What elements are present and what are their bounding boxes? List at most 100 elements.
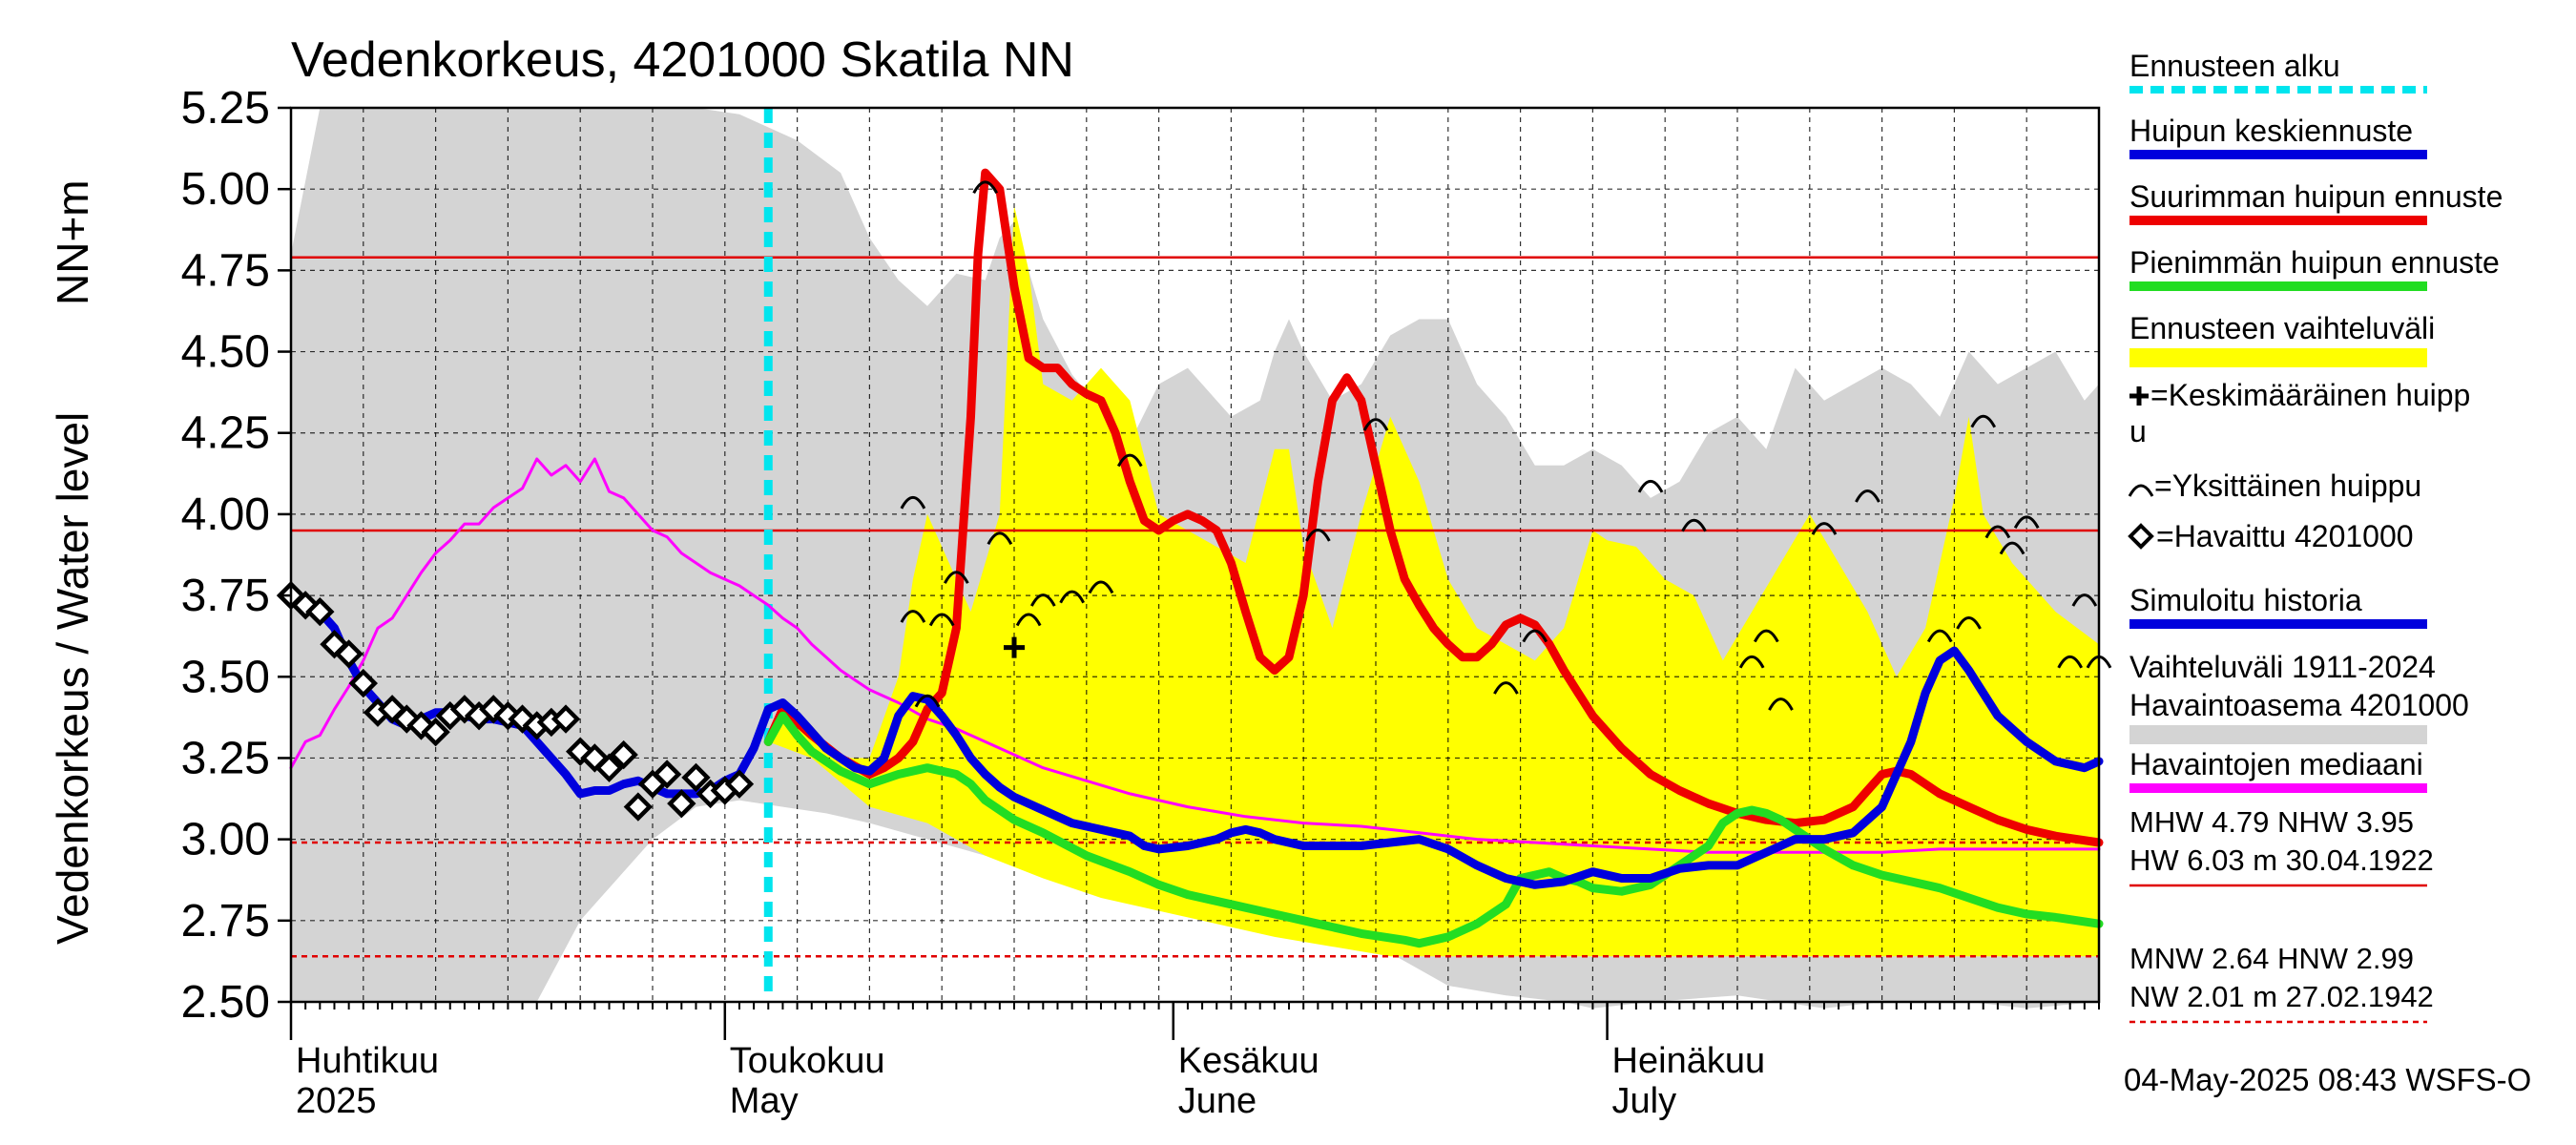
- month-label-fi: Huhtikuu: [296, 1041, 439, 1081]
- y-tick-label: 2.75: [181, 896, 270, 947]
- legend-arch-icon: [2128, 484, 2154, 497]
- stats-line: MHW 4.79 NHW 3.95: [2129, 805, 2414, 839]
- single-peak-marker: [1362, 418, 1389, 431]
- y-tick-label: 5.25: [181, 83, 270, 134]
- single-peak-marker: [900, 495, 926, 510]
- legend: Ennusteen alku Huipun keskiennuste Suurimm…: [2128, 49, 2503, 793]
- forecast-range-band: [768, 205, 2099, 957]
- legend-label: =Yksittäinen huippu: [2154, 468, 2421, 503]
- single-peak-marker: [1305, 528, 1331, 542]
- y-tick-label: 4.00: [181, 489, 270, 540]
- series-line: [763, 168, 2104, 847]
- observed-point: [551, 704, 581, 734]
- timestamp-footer: 04-May-2025 08:43 WSFS-O: [2124, 1062, 2531, 1097]
- y-tick-label: 4.75: [181, 245, 270, 296]
- single-peak-marker: [972, 180, 999, 195]
- y-tick-label: 3.50: [181, 652, 270, 702]
- legend-item: Simuloitu historia: [2129, 583, 2427, 629]
- month-label-en: May: [730, 1081, 799, 1121]
- y-axis-ticks: 5.25 5.00 4.75 4.50 4.25 4.00 3.75 3.50 3.25 3.00…: [181, 83, 291, 1028]
- single-peak-marker: [1984, 525, 2011, 539]
- observed-point: [623, 792, 654, 822]
- single-peak-marker: [1493, 681, 1519, 695]
- legend-item: Vaihteluväli 1911-2024 Havaintoasema 420…: [2129, 650, 2469, 744]
- legend-diamond-icon: [2128, 523, 2154, 550]
- mean-peak-marker: [1004, 636, 1025, 658]
- single-peak-marker: [1681, 518, 1707, 532]
- month-label-en: June: [1178, 1081, 1257, 1121]
- forecast-range-area: [768, 205, 2099, 957]
- legend-item: Ennusteen alku: [2129, 49, 2427, 94]
- legend-label: Vaihteluväli 1911-2024: [2129, 650, 2436, 684]
- legend-item: =Keskimääräinen huippu: [2129, 378, 2470, 448]
- single-peak-marker: [914, 694, 941, 708]
- legend-label: Havaintoasema 4201000: [2129, 688, 2469, 722]
- single-peak-marker: [2013, 515, 2040, 530]
- observed-point: [724, 769, 755, 799]
- y-tick-label: 2.50: [181, 977, 270, 1028]
- observed-point: [594, 753, 624, 782]
- legend-label: u: [2129, 414, 2147, 448]
- observed-point: [667, 788, 696, 819]
- observed-point: [290, 591, 321, 620]
- single-peak-marker: [1015, 613, 1042, 627]
- single-peak-marker: [1855, 489, 1880, 503]
- chart-title: Vedenkorkeus, 4201000 Skatila NN: [291, 32, 1074, 88]
- single-peak-marker: [944, 571, 969, 584]
- stats-line: NW 2.01 m 27.02.1942: [2129, 980, 2434, 1013]
- y-tick-label: 3.25: [181, 733, 270, 783]
- legend-label: Ennusteen alku: [2129, 49, 2340, 83]
- single-peak-marker: [2057, 655, 2084, 669]
- observed-point: [348, 668, 378, 698]
- single-peak-marker: [1059, 590, 1085, 604]
- series-line: [763, 711, 2104, 948]
- y-tick-label: 4.50: [181, 327, 270, 378]
- single-peak-marker: [1088, 580, 1114, 594]
- legend-item: Havaintojen mediaani: [2129, 747, 2427, 793]
- stats-line: HW 6.03 m 30.04.1922: [2129, 843, 2434, 877]
- single-peak-marker: [1116, 453, 1143, 468]
- legend-label: =Keskimääräinen huipp: [2150, 378, 2470, 412]
- y-axis-label: Vedenkorkeus / Water level: [48, 412, 97, 945]
- single-peak-marker: [1637, 479, 1664, 493]
- legend-item: Ennusteen vaihteluväli: [2129, 311, 2435, 367]
- observed-point: [334, 639, 364, 669]
- legend-label: Suurimman huipun ennuste: [2129, 179, 2503, 214]
- single-peak-marker: [1738, 655, 1765, 669]
- observed-point: [580, 743, 610, 773]
- statistics-panel: MHW 4.79 NHW 3.95 HW 6.03 m 30.04.1922 MNW…: [2129, 805, 2434, 1024]
- single-peak-marker: [1970, 414, 1997, 428]
- legend-label: Havaintojen mediaani: [2129, 747, 2423, 781]
- observed-point: [609, 739, 638, 770]
- single-peak-marker: [1753, 629, 1779, 643]
- observed-point: [652, 760, 682, 789]
- legend-swatch: [2129, 348, 2427, 367]
- legend-label: Pienimmän huipun ennuste: [2129, 245, 2500, 280]
- legend-item: =Yksittäinen huippu: [2128, 468, 2421, 503]
- plot-frame: [289, 106, 2101, 1010]
- month-label-en: July: [1612, 1081, 1677, 1121]
- single-peak-marker: [1029, 593, 1056, 607]
- legend-swatch: [2129, 725, 2427, 744]
- series-markers: [276, 180, 2112, 822]
- single-peak-marker: [928, 613, 955, 627]
- month-label-en: 2025: [296, 1081, 377, 1121]
- single-peak-marker: [900, 610, 926, 623]
- single-peak-marker: [1522, 629, 1548, 643]
- single-peak-marker: [1926, 629, 1953, 643]
- y-axis-unit: NN+m: [48, 179, 97, 305]
- y-tick-label: 4.25: [181, 408, 270, 459]
- legend-label: Huipun keskiennuste: [2129, 114, 2413, 148]
- legend-item: Suurimman huipun ennuste: [2129, 179, 2503, 225]
- y-tick-label: 3.00: [181, 815, 270, 865]
- legend-label: =Havaittu 4201000: [2156, 519, 2414, 553]
- observed-point: [421, 718, 450, 747]
- plot-border: [289, 106, 2101, 1004]
- single-peak-marker: [987, 531, 1013, 546]
- legend-item: Pienimmän huipun ennuste: [2129, 245, 2500, 291]
- y-tick-label: 3.75: [181, 571, 270, 621]
- series-line: [289, 457, 2101, 854]
- observed-point: [406, 711, 436, 740]
